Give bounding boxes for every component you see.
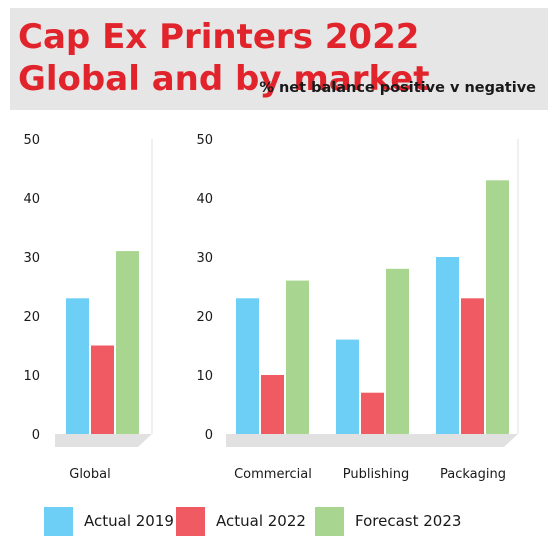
x-tick-label-commercial: Commercial [234, 467, 312, 482]
legend-swatch-actual-2019 [44, 506, 73, 536]
legend-item-actual-2022: Actual 2022 [176, 506, 306, 536]
y-tick-label-2-10: 10 [196, 369, 213, 384]
y-tick-label-1-30: 30 [23, 251, 40, 266]
bar-commercial-forecast-2023 [286, 280, 309, 434]
legend-item-forecast-2023: Forecast 2023 [315, 506, 461, 536]
legend-label-actual-2022: Actual 2022 [216, 512, 306, 530]
y-tick-label-1-10: 10 [23, 369, 40, 384]
x-tick-label-packaging: Packaging [440, 467, 506, 482]
legend-label-forecast-2023: Forecast 2023 [355, 512, 462, 530]
y-tick-label-2-0: 0 [205, 428, 213, 443]
x-tick-label-publishing: Publishing [343, 467, 409, 482]
legend-swatch-actual-2022 [176, 506, 205, 536]
bar-commercial-actual-2022 [261, 375, 284, 434]
bar-publishing-actual-2022 [361, 392, 384, 434]
bar-packaging-actual-2022 [461, 298, 484, 434]
x-tick-label-global: Global [69, 467, 110, 482]
y-tick-label-1-0: 0 [32, 428, 40, 443]
bar-global-forecast-2023 [116, 251, 139, 434]
bar-publishing-actual-2019 [336, 339, 359, 434]
y-tick-label-2-40: 40 [196, 192, 213, 207]
y-tick-label-1-40: 40 [23, 192, 40, 207]
chart-subtitle: % net balance positive v negative [259, 80, 536, 96]
bar-global-actual-2022 [91, 345, 114, 434]
bar-publishing-forecast-2023 [386, 268, 409, 434]
title-panel: Cap Ex Printers 2022 Global and by marke… [10, 8, 548, 110]
bar-commercial-actual-2019 [236, 298, 259, 434]
y-tick-label-1-20: 20 [23, 310, 40, 325]
y-tick-label-2-20: 20 [196, 310, 213, 325]
y-tick-label-2-30: 30 [196, 251, 213, 266]
legend-item-actual-2019: Actual 2019 [44, 506, 174, 536]
y-tick-label-2-50: 50 [196, 133, 213, 148]
bar-charts: 0 10 20 30 40 50 Global 0 10 20 30 40 50 Commercial Pu… [23, 133, 519, 482]
legend-label-actual-2019: Actual 2019 [84, 512, 174, 530]
plot-floor-1 [55, 434, 152, 447]
chart-title: Cap Ex Printers 2022 Global and by marke… [18, 17, 430, 99]
bar-global-actual-2019 [66, 298, 89, 434]
y-tick-label-1-50: 50 [23, 133, 40, 148]
bar-packaging-actual-2019 [436, 257, 459, 434]
legend: Actual 2019 Actual 2022 Forecast 2023 [0, 506, 558, 536]
plot-floor-2 [226, 434, 518, 447]
legend-swatch-forecast-2023 [315, 506, 344, 536]
bar-packaging-forecast-2023 [486, 180, 509, 434]
